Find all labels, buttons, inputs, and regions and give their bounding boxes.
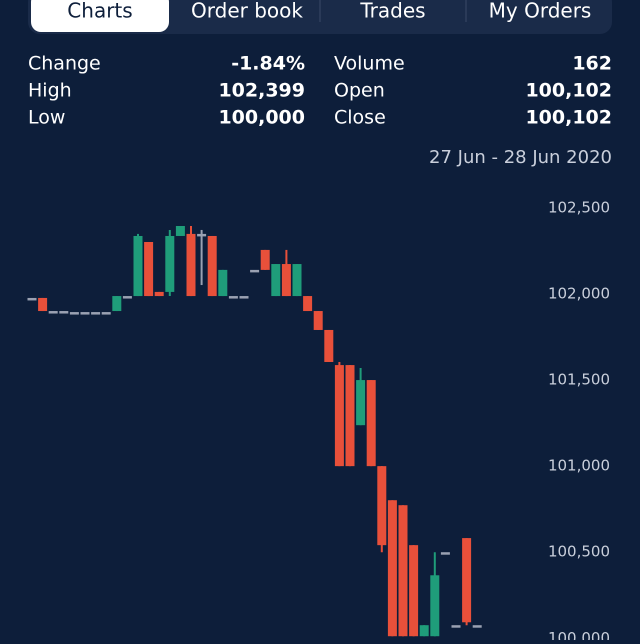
- candle-body: [69, 312, 79, 315]
- candle-body: [175, 225, 185, 236]
- candle-body: [324, 329, 334, 362]
- candle-body: [59, 311, 69, 314]
- candle-body: [27, 297, 37, 301]
- candle-body: [154, 291, 164, 297]
- candle-body: [165, 235, 175, 292]
- stat-label: Change: [28, 53, 101, 75]
- candle-body: [366, 380, 376, 467]
- tab-selected: [31, 0, 169, 32]
- candle-body: [197, 233, 207, 237]
- candle-body: [133, 235, 143, 297]
- y-tick-label: 102,500: [548, 198, 610, 216]
- candle-body: [218, 269, 228, 297]
- candle-body: [144, 242, 154, 297]
- candle-body: [472, 625, 482, 628]
- candle-body: [419, 625, 429, 637]
- candle-body: [303, 296, 313, 312]
- y-tick-label: 101,000: [548, 457, 610, 475]
- date-range: 27 Jun - 28 Jun 2020: [429, 147, 612, 168]
- stat-value: 100,102: [525, 107, 612, 129]
- candle-body: [228, 296, 238, 299]
- y-tick-label: 100,000: [548, 629, 610, 640]
- candle-body: [377, 466, 387, 546]
- stat-value: -1.84%: [231, 53, 305, 75]
- tab[interactable]: Trades: [359, 0, 425, 23]
- candle-body: [356, 380, 366, 426]
- tab[interactable]: My Orders: [489, 0, 592, 23]
- candle-body: [250, 269, 260, 273]
- y-tick-label: 102,000: [548, 284, 610, 302]
- candle-body: [440, 552, 450, 555]
- stat-label: Open: [334, 80, 385, 102]
- candle-body: [334, 365, 344, 467]
- candle-body: [462, 538, 472, 623]
- candle-body: [271, 264, 281, 297]
- candle-body: [409, 545, 419, 637]
- candle-body: [80, 312, 90, 315]
- candle-body: [207, 235, 217, 297]
- stat-value: 102,399: [218, 80, 305, 102]
- candle-body: [451, 625, 461, 628]
- candle-body: [292, 264, 302, 297]
- candle-body: [260, 249, 270, 270]
- candle-body: [281, 264, 291, 297]
- candle-body: [48, 311, 58, 314]
- stat-label: Volume: [334, 53, 405, 75]
- candle-body: [430, 575, 440, 637]
- stat-value: 100,000: [218, 107, 305, 129]
- candle-body: [38, 297, 48, 312]
- candle-body: [313, 311, 323, 330]
- stat-label: Close: [334, 107, 386, 129]
- candle-body: [112, 296, 122, 312]
- candle-body: [186, 233, 196, 297]
- candle-body: [398, 505, 408, 637]
- stat-value: 162: [572, 53, 612, 75]
- candle-body: [101, 312, 111, 315]
- tab[interactable]: Order book: [191, 0, 303, 23]
- candle-body: [122, 296, 132, 299]
- candle-body: [387, 500, 397, 637]
- y-tick-label: 100,500: [548, 543, 610, 561]
- stat-label: Low: [28, 107, 65, 129]
- candle-body: [91, 312, 101, 315]
- stat-value: 100,102: [525, 80, 612, 102]
- candle-body: [345, 365, 355, 467]
- stat-label: High: [28, 80, 72, 102]
- tab[interactable]: Charts: [67, 0, 132, 23]
- candle-body: [239, 296, 249, 299]
- y-tick-label: 101,500: [548, 371, 610, 389]
